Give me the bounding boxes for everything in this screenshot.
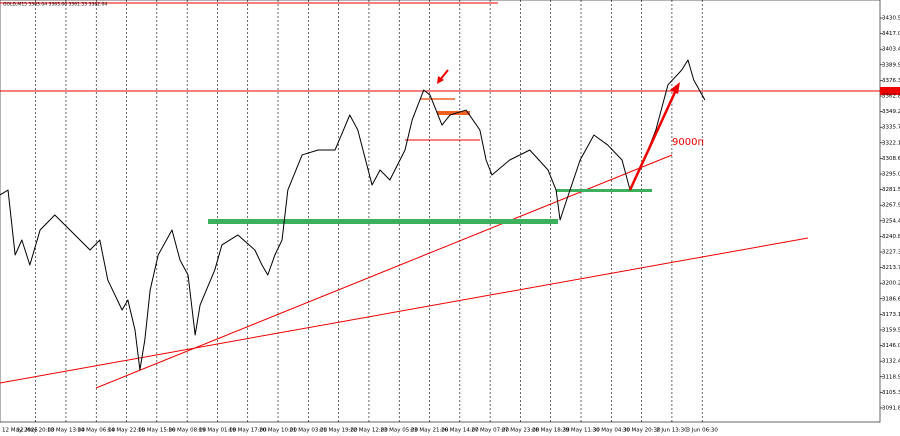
x-tick-label: 23 May 21:00 bbox=[411, 428, 449, 434]
y-tick-label: 3349.25 bbox=[882, 109, 900, 115]
y-tick-label: 3105.35 bbox=[882, 390, 900, 396]
y-tick-label: 3227.30 bbox=[882, 249, 900, 255]
y-tick-label: 3254.40 bbox=[882, 218, 900, 224]
support-zone bbox=[208, 219, 558, 224]
x-tick-label: 3 Jun 06:30 bbox=[686, 428, 718, 434]
x-tick-label: 12 May 20:00 bbox=[17, 428, 55, 434]
y-tick-label: 3091.80 bbox=[882, 405, 900, 411]
x-tick-label: 12 May 2025 bbox=[2, 428, 38, 434]
y-tick-label: 3417.00 bbox=[882, 31, 900, 37]
y-tick-label: 3308.60 bbox=[882, 156, 900, 162]
y-tick-label: 3281.50 bbox=[882, 187, 900, 193]
x-tick-label: 21 May 03:00 bbox=[289, 428, 327, 434]
y-tick-label: 3186.65 bbox=[882, 296, 900, 302]
x-tick-label: 28 May 18:30 bbox=[532, 428, 570, 434]
x-tick-label: 23 May 05:00 bbox=[380, 428, 418, 434]
x-tick-label: 26 May 14:00 bbox=[441, 428, 479, 434]
x-tick-label: 27 May 23:00 bbox=[502, 428, 540, 434]
annotation: 9000п bbox=[672, 137, 704, 148]
plot-frame bbox=[0, 0, 881, 423]
price-line bbox=[0, 59, 706, 371]
y-tick-label: 3295.05 bbox=[882, 171, 900, 177]
y-tick-label: 3335.70 bbox=[882, 125, 900, 131]
trend-line bbox=[0, 237, 809, 384]
trend-line bbox=[95, 154, 673, 389]
y-tick-label: 3173.10 bbox=[882, 312, 900, 318]
target-arrow bbox=[628, 89, 678, 191]
x-tick-label: 15 May 15:00 bbox=[138, 428, 176, 434]
x-tick-label: 30 May 04:30 bbox=[592, 428, 630, 434]
y-tick-label: 3159.55 bbox=[882, 327, 900, 333]
x-tick-label: 30 May 20:30 bbox=[623, 428, 661, 434]
x-tick-label: 13 May 13:00 bbox=[47, 428, 85, 434]
x-tick-label: 2 Jun 13:30 bbox=[656, 428, 688, 434]
x-tick-label: 21 May 19:00 bbox=[320, 428, 358, 434]
y-tick-label: 3376.35 bbox=[882, 78, 900, 84]
y-tick-label: 3200.20 bbox=[882, 281, 900, 287]
x-tick-label: 27 May 07:00 bbox=[471, 428, 509, 434]
x-tick-label: 14 May 06:00 bbox=[77, 428, 115, 434]
x-tick-label: 19 May 01:00 bbox=[199, 428, 237, 434]
grid bbox=[35, 0, 883, 422]
support-zone bbox=[556, 189, 652, 192]
y-tick-label: 3213.75 bbox=[882, 265, 900, 271]
y-tick-label: 3430.55 bbox=[882, 16, 900, 22]
price-marker bbox=[880, 87, 900, 95]
y-tick-label: 3403.45 bbox=[882, 47, 900, 53]
symbol-header: GOLD,M15 3363.04 3363.00 3361.53 3362.04 bbox=[3, 2, 107, 8]
arrow-head bbox=[670, 82, 680, 94]
x-tick-label: 29 May 11:30 bbox=[562, 428, 600, 434]
y-tick-label: 3146.00 bbox=[882, 343, 900, 349]
y-tick-label: 3132.45 bbox=[882, 359, 900, 365]
arrow-head bbox=[437, 76, 444, 84]
x-tick-label: 22 May 12:00 bbox=[350, 428, 388, 434]
y-tick-label: 3267.95 bbox=[882, 203, 900, 209]
y-tick-label: 3362.80 bbox=[882, 94, 900, 100]
x-tick-label: 16 May 08:00 bbox=[168, 428, 206, 434]
price-layer bbox=[0, 59, 706, 371]
x-tick-label: 14 May 22:00 bbox=[108, 428, 146, 434]
y-tick-label: 3118.90 bbox=[882, 374, 900, 380]
resistance-zone bbox=[437, 111, 470, 115]
x-tick-label: 19 May 17:00 bbox=[229, 428, 267, 434]
y-tick-label: 3322.15 bbox=[882, 140, 900, 146]
y-tick-label: 3389.90 bbox=[882, 62, 900, 68]
y-tick-label: 3240.85 bbox=[882, 234, 900, 240]
x-tick-label: 20 May 10:00 bbox=[259, 428, 297, 434]
